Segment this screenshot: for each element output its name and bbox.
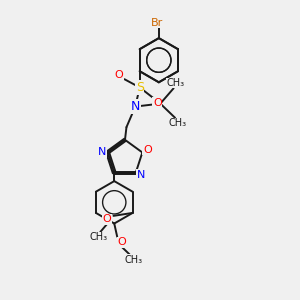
Text: CH₃: CH₃ xyxy=(169,118,187,128)
Text: O: O xyxy=(143,145,152,154)
Text: O: O xyxy=(117,237,126,247)
Text: Br: Br xyxy=(151,17,164,28)
Text: N: N xyxy=(98,148,106,158)
Text: S: S xyxy=(136,81,144,94)
Text: N: N xyxy=(130,100,140,113)
Text: N: N xyxy=(137,170,145,180)
Text: CH₃: CH₃ xyxy=(167,78,185,88)
Text: O: O xyxy=(153,98,162,108)
Text: CH₃: CH₃ xyxy=(124,255,142,265)
Text: CH₃: CH₃ xyxy=(89,232,107,242)
Text: O: O xyxy=(103,214,111,224)
Text: O: O xyxy=(115,70,124,80)
